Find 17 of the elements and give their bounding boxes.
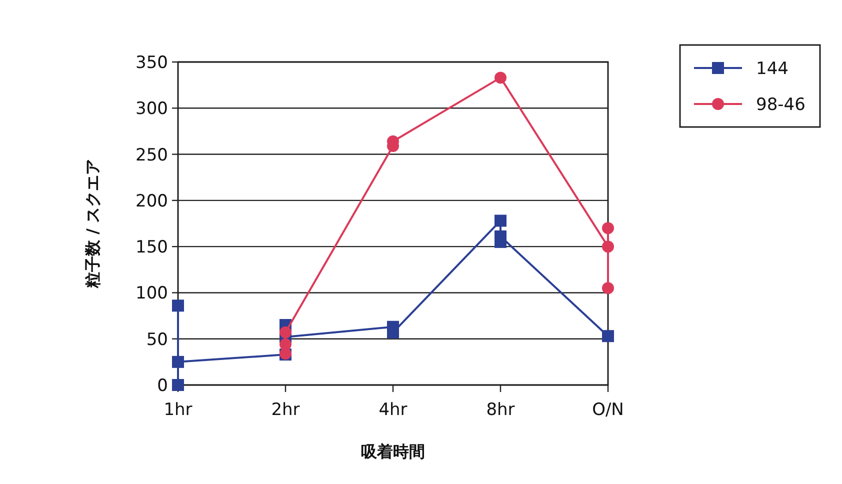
x-tick-label: 2hr	[271, 400, 300, 420]
x-tick-label: 8hr	[486, 400, 515, 420]
y-tick-label: 200	[136, 191, 168, 212]
y-tick-label: 50	[146, 330, 168, 350]
x-tick-label: 1hr	[164, 400, 192, 420]
y-tick-label: 150	[136, 238, 168, 258]
y-tick-label: 250	[136, 145, 168, 166]
y-axis-title: 粒子数 / スクエア	[83, 159, 102, 289]
legend-label: 98-46	[756, 95, 806, 115]
x-tick-label: 4hr	[378, 400, 408, 420]
y-tick-label: 100	[136, 284, 168, 304]
x-axis-title: 吸着時間	[361, 442, 425, 461]
legend-label: 144	[756, 59, 788, 79]
y-tick-label: 300	[136, 99, 168, 120]
x-tick-label: O/N	[592, 400, 624, 420]
y-tick-label: 350	[136, 53, 168, 73]
y-tick-label: 0	[157, 376, 168, 396]
